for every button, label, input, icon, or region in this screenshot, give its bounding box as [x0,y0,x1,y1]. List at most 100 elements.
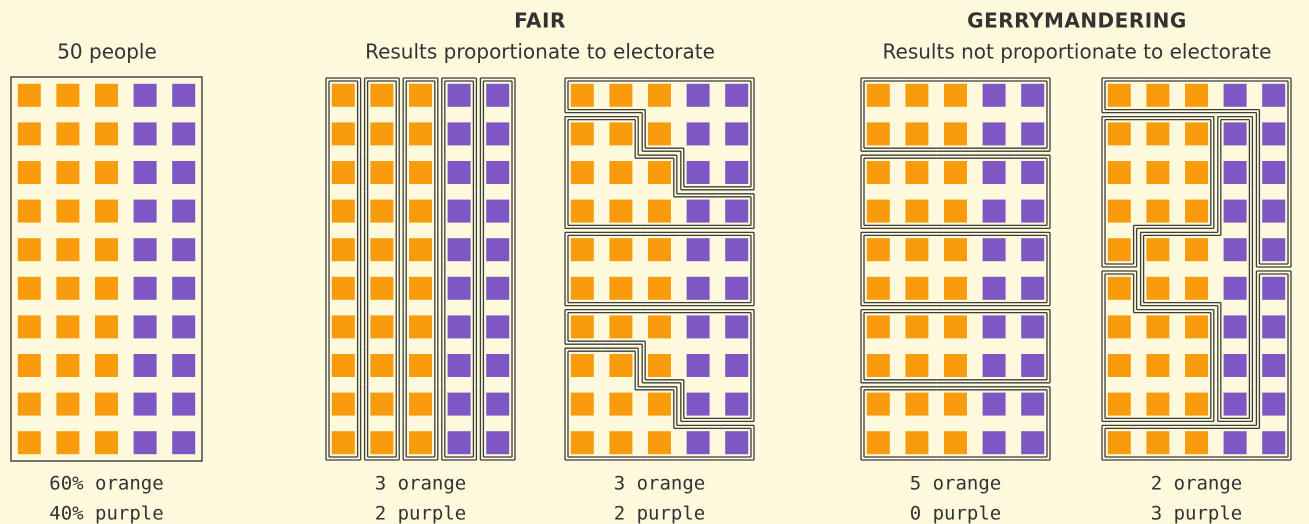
voter-square [1107,276,1131,300]
group-subtitle: Results proportionate to electorate [365,40,715,64]
voter-square [1146,199,1170,223]
voter-square [866,315,890,339]
voter-square [570,315,594,339]
voter-square [56,161,80,184]
voter-square [982,354,1006,377]
voter-square [370,354,394,377]
voter-square [1021,392,1045,416]
voter-square [982,276,1006,300]
voter-square [570,238,594,262]
voter-square [1021,83,1045,107]
voter-square [570,122,594,146]
voter-square [370,392,394,416]
voter-square [17,83,41,107]
voter-square [686,431,710,455]
voter-square [17,315,41,339]
voter-square [447,83,471,107]
voter-square [409,238,432,262]
voter-square [1107,122,1131,146]
voter-square [1185,199,1208,223]
voter-square [648,431,671,455]
panel-heading: 50 people [57,40,157,64]
voter-square [409,354,432,377]
voter-square [1223,354,1247,377]
voter-square [56,276,80,300]
voter-square [1146,161,1170,184]
voter-square [133,315,157,339]
voter-square [648,238,671,262]
voter-square [331,354,355,377]
voter-square [56,238,80,262]
voter-square [56,199,80,223]
voter-square [648,315,671,339]
voter-square [17,354,41,377]
voter-square [409,161,432,184]
voter-square [1107,161,1131,184]
voter-square [447,238,471,262]
voter-square [905,238,929,262]
voter-square [1262,315,1286,339]
voter-square [447,315,471,339]
voter-square [648,122,671,146]
voter-square [1146,354,1170,377]
voter-square [982,83,1006,107]
voter-square [725,431,749,455]
voter-square [447,431,471,455]
voter-square [95,431,118,455]
voter-square [609,354,633,377]
voter-square [486,199,510,223]
voter-square [172,354,196,377]
voter-square [609,122,633,146]
voter-square [686,161,710,184]
voter-square [609,238,633,262]
voter-square [486,392,510,416]
voter-square [1107,315,1131,339]
voter-square [1223,431,1247,455]
voter-square [570,161,594,184]
voter-square [982,199,1006,223]
voter-square [686,392,710,416]
voter-square [609,83,633,107]
voter-square [409,392,432,416]
voter-square [409,315,432,339]
voter-square [944,431,967,455]
voter-square [172,315,196,339]
voter-square [95,392,118,416]
voter-square [1185,315,1208,339]
voter-square [172,199,196,223]
voter-square [905,354,929,377]
voter-square [648,354,671,377]
voter-square [1021,199,1045,223]
panel-caption: 5 orange [910,473,1002,495]
voter-square [95,276,118,300]
voter-square [1262,354,1286,377]
voter-square [447,122,471,146]
voter-square [331,83,355,107]
voter-square [648,199,671,223]
voter-square [370,431,394,455]
voter-square [95,354,118,377]
voter-square [570,431,594,455]
voter-square [866,83,890,107]
voter-square [944,354,967,377]
voter-square [447,354,471,377]
voter-square [409,83,432,107]
voter-square [866,354,890,377]
voter-square [17,392,41,416]
voter-square [1223,83,1247,107]
panel-caption: 2 purple [614,503,706,524]
voter-square [331,392,355,416]
voter-square [133,199,157,223]
voter-square [648,83,671,107]
voter-square [370,276,394,300]
voter-square [905,276,929,300]
voter-square [725,161,749,184]
voter-square [982,315,1006,339]
voter-square [1185,392,1208,416]
group-title: FAIR [514,9,566,33]
voter-square [95,315,118,339]
voter-square [725,392,749,416]
voter-square [172,276,196,300]
voter-square [866,122,890,146]
voter-square [172,392,196,416]
